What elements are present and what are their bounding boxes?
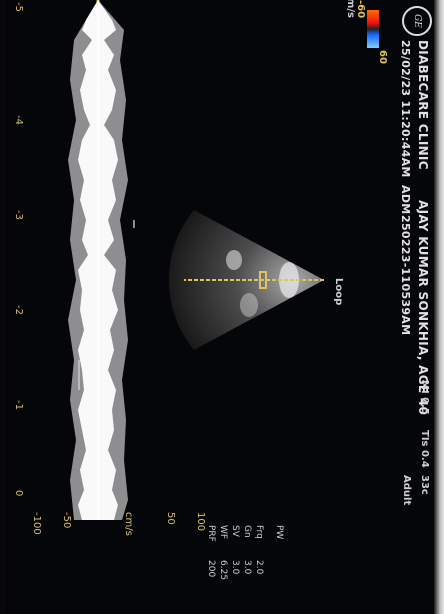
color-scale-bottom: -60 <box>355 0 366 19</box>
param-label: WF <box>218 525 228 540</box>
time-tick: -2 <box>13 305 24 315</box>
param-label: PRF <box>206 525 216 542</box>
doppler-spectrum <box>68 0 135 520</box>
color-scale-top: 60 <box>377 50 388 64</box>
param-value: 6.25 <box>218 560 228 581</box>
velocity-tick: -100 <box>31 512 42 535</box>
adm-label: ADM <box>399 185 412 215</box>
loop-label: Loop <box>333 278 344 306</box>
time-tick: -3 <box>13 210 24 220</box>
param-value: 2.0 <box>254 560 264 575</box>
param-label: Frq <box>254 525 264 539</box>
param-value: 200 <box>206 560 216 578</box>
sector-image <box>168 210 324 350</box>
exam-datetime: 25/02/23 11:20:44AM <box>399 40 412 178</box>
time-tick: -5 <box>13 2 24 12</box>
frame-rate: 33c <box>419 475 430 495</box>
time-tick: 0 <box>13 490 24 497</box>
time-tick: -4 <box>13 115 24 125</box>
color-scale-unit: cm/s <box>345 0 356 18</box>
monitor-frame-left <box>0 0 6 614</box>
monitor-frame-right <box>434 0 444 614</box>
velocity-tick: 50 <box>165 512 176 525</box>
param-label: PW <box>274 525 284 540</box>
color-scale-bar <box>367 10 379 48</box>
param-value: 3.0 <box>230 560 240 575</box>
tis-index: TIs 0.4 <box>419 430 430 468</box>
preset-label: Adult <box>401 475 412 506</box>
study-id: 250223-110539AM <box>399 215 412 336</box>
param-label: SV <box>230 525 240 537</box>
param-label: Gn <box>242 525 252 538</box>
time-tick: -1 <box>13 400 24 410</box>
ultrasound-screen: GE DIABECARE CLINIC AJAY KUMAR SONKHIA, … <box>13 0 432 581</box>
ge-logo: GE <box>402 6 432 36</box>
clinic-name: DIABECARE CLINIC <box>416 40 430 170</box>
velocity-unit: cm/s <box>123 512 134 536</box>
velocity-tick: -50 <box>61 512 72 529</box>
velocity-tick: 100 <box>195 512 206 532</box>
mi-index: MI 0.5 <box>419 380 430 415</box>
param-value: 3.0 <box>242 560 252 575</box>
